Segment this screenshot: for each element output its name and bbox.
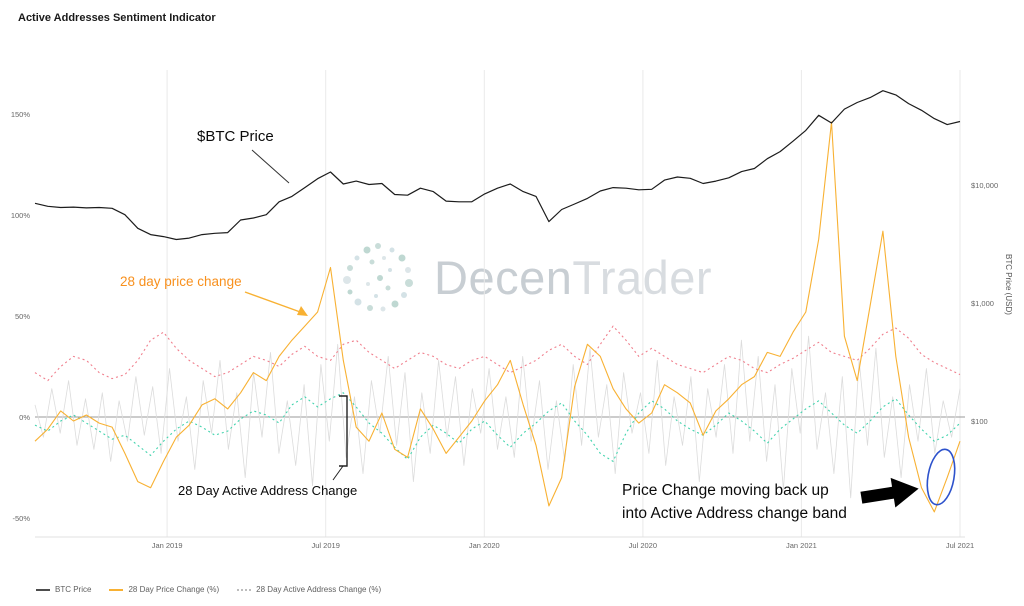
x-axis-tick: Jan 2020 <box>468 541 500 550</box>
y-axis-left-tick: 100% <box>10 211 30 220</box>
y-axis-left-tick: 150% <box>10 110 30 119</box>
annotation-callout-line2: into Active Address change band <box>622 505 847 522</box>
right-axis-title: BTC Price (USD) <box>1004 254 1013 315</box>
y-axis-left-tick: 0% <box>19 413 30 422</box>
big-arrow-icon <box>860 477 919 508</box>
legend: BTC Price 28 Day Price Change (%) 28 Day… <box>36 585 381 594</box>
bracket-connector-line <box>332 465 344 481</box>
x-axis-tick: Jan 2019 <box>151 541 183 550</box>
legend-label: 28 Day Price Change (%) <box>128 585 220 594</box>
series-active-address-change-upper-band- <box>34 325 961 382</box>
series-28-day-price-change- <box>34 121 961 513</box>
annotation-callout: Price Change moving back up into Active … <box>622 479 847 525</box>
y-axis-right-tick: $100 <box>971 417 988 426</box>
legend-item-btc-price[interactable]: BTC Price <box>36 585 91 594</box>
series-raw-active-address-change-background-noise- <box>34 335 961 499</box>
y-axis-right-tick: $1,000 <box>971 299 994 308</box>
series-btc-price-usd- <box>34 90 961 241</box>
x-axis-tick: Jul 2021 <box>945 541 975 550</box>
highlight-ellipse <box>926 448 956 506</box>
legend-swatch-active-address-change <box>237 588 252 591</box>
y-axis-left-tick: 50% <box>14 312 30 321</box>
annotation-active-address: 28 Day Active Address Change <box>178 483 358 498</box>
x-axis-tick: Jul 2019 <box>311 541 340 550</box>
annotation-shapes <box>244 149 956 508</box>
y-axis-left-tick: -50% <box>12 514 30 523</box>
price-change-pointer-line <box>244 291 304 314</box>
x-axis-tick: Jan 2021 <box>785 541 817 550</box>
price-change-arrowhead-icon <box>297 306 308 316</box>
y-axis-right-tick: $10,000 <box>971 181 999 190</box>
legend-item-active-address-change[interactable]: 28 Day Active Address Change (%) <box>237 585 381 594</box>
legend-item-price-change[interactable]: 28 Day Price Change (%) <box>109 585 219 594</box>
legend-swatch-btc-price <box>36 588 50 591</box>
legend-label: 28 Day Active Address Change (%) <box>256 585 382 594</box>
btc-price-pointer-line <box>251 149 290 184</box>
annotation-btc-price: $BTC Price <box>197 128 274 145</box>
page-title: Active Addresses Sentiment Indicator <box>18 12 216 24</box>
annotation-callout-line1: Price Change moving back up <box>622 482 829 499</box>
legend-label: BTC Price <box>55 585 92 594</box>
legend-swatch-price-change <box>109 588 124 591</box>
x-axis-tick: Jul 2020 <box>628 541 658 550</box>
series-28-day-active-address-change- <box>34 392 961 462</box>
annotation-price-change: 28 day price change <box>120 274 242 289</box>
